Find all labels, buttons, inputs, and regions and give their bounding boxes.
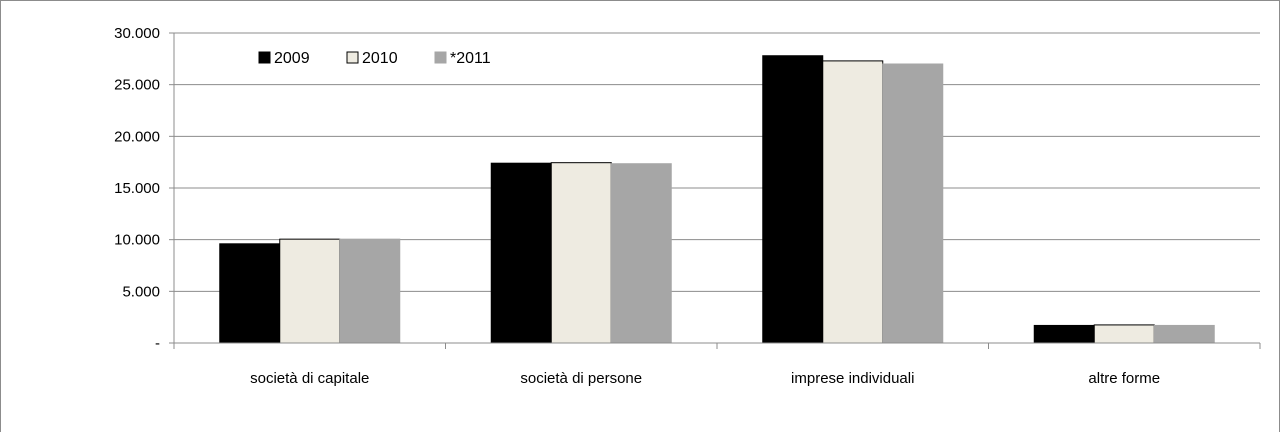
y-tick-label: 10.000: [114, 232, 160, 249]
y-tick-label: 25.000: [114, 77, 160, 94]
bar-2010-0: [279, 238, 341, 344]
bar-2010-1: [550, 162, 612, 344]
legend-label: 2009: [274, 50, 310, 67]
bar-star-2011-0: [339, 238, 401, 344]
bar-2009-2: [762, 55, 824, 344]
legend-swatch: [434, 51, 447, 64]
bar-2010-2: [822, 60, 884, 344]
bar-2010-3: [1093, 324, 1155, 344]
bar-2009-1: [490, 162, 552, 344]
legend: 2009 2010 *2011: [258, 50, 491, 67]
y-tick-label: -: [155, 335, 160, 352]
bar-star-2011-2: [882, 63, 944, 344]
y-tick-label: 5.000: [122, 283, 160, 300]
x-category-label: imprese individuali: [791, 370, 914, 387]
axes: [169, 32, 1261, 349]
bar-2009-0: [219, 243, 281, 344]
x-category-label: altre forme: [1088, 370, 1160, 387]
legend-label: *2011: [450, 50, 491, 67]
y-tick-label: 15.000: [114, 180, 160, 197]
y-tick-label: 20.000: [114, 128, 160, 145]
legend-label: 2010: [362, 50, 398, 67]
bar-2009-3: [1033, 324, 1095, 344]
bar-star-2011-3: [1153, 324, 1215, 344]
x-category-label: società di persone: [520, 370, 642, 387]
x-category-label: società di capitale: [250, 370, 369, 387]
y-tick-labels: - 5.000 10.000 15.000 20.000 25.000 30.000: [114, 25, 160, 352]
bars: [219, 55, 1215, 344]
legend-swatch: [346, 51, 359, 64]
x-category-labels: società di capitale società di persone imp…: [250, 370, 1160, 387]
legend-swatch: [258, 51, 271, 64]
bar-star-2011-1: [610, 163, 672, 344]
y-tick-label: 30.000: [114, 25, 160, 42]
